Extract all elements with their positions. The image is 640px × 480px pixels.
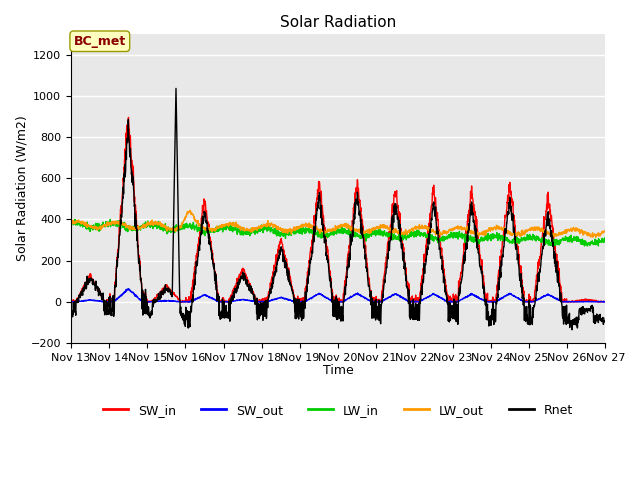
Line: LW_in: LW_in bbox=[71, 219, 605, 246]
LW_in bbox=[537, 237, 545, 243]
SW_in bbox=[368, 295, 376, 300]
LW_in bbox=[468, 234, 476, 240]
LW_in bbox=[601, 239, 609, 244]
SW_out bbox=[368, 299, 376, 304]
Rnet bbox=[537, 264, 545, 270]
LW_out bbox=[537, 228, 545, 234]
SW_in bbox=[601, 299, 609, 305]
Rnet bbox=[552, 263, 560, 268]
SW_in bbox=[537, 245, 545, 251]
Title: Solar Radiation: Solar Radiation bbox=[280, 15, 396, 30]
Line: SW_in: SW_in bbox=[71, 118, 605, 302]
SW_out bbox=[537, 295, 545, 301]
SW_out bbox=[124, 286, 132, 291]
SW_in bbox=[468, 195, 476, 201]
Line: Rnet: Rnet bbox=[71, 88, 605, 330]
LW_out bbox=[552, 231, 560, 237]
Line: LW_out: LW_out bbox=[71, 210, 605, 237]
Rnet bbox=[468, 204, 476, 210]
Rnet bbox=[311, 225, 319, 230]
Rnet bbox=[601, 319, 609, 325]
LW_out bbox=[592, 234, 600, 240]
LW_out bbox=[186, 207, 194, 213]
LW_out bbox=[602, 228, 609, 234]
SW_in bbox=[67, 299, 75, 305]
SW_out bbox=[67, 299, 75, 304]
Rnet bbox=[602, 315, 609, 321]
LW_in bbox=[106, 216, 114, 222]
SW_out bbox=[67, 299, 75, 305]
SW_out bbox=[468, 291, 476, 297]
Rnet bbox=[367, 302, 375, 308]
Y-axis label: Solar Radiation (W/m2): Solar Radiation (W/m2) bbox=[15, 116, 28, 261]
X-axis label: Time: Time bbox=[323, 364, 353, 377]
LW_out bbox=[601, 228, 609, 234]
LW_in bbox=[67, 221, 75, 227]
LW_in bbox=[367, 233, 375, 239]
SW_in bbox=[67, 299, 75, 304]
Text: BC_met: BC_met bbox=[74, 35, 126, 48]
SW_out bbox=[311, 293, 319, 299]
SW_out bbox=[552, 296, 560, 302]
SW_in bbox=[311, 217, 319, 223]
LW_out bbox=[311, 226, 319, 231]
Legend: SW_in, SW_out, LW_in, LW_out, Rnet: SW_in, SW_out, LW_in, LW_out, Rnet bbox=[98, 399, 578, 422]
SW_in bbox=[602, 299, 609, 305]
LW_in bbox=[311, 231, 319, 237]
SW_out bbox=[602, 299, 609, 305]
LW_in bbox=[552, 238, 560, 243]
LW_out bbox=[367, 228, 375, 234]
SW_in bbox=[125, 115, 132, 120]
LW_out bbox=[67, 219, 75, 225]
LW_in bbox=[602, 237, 609, 243]
SW_in bbox=[552, 260, 560, 266]
Line: SW_out: SW_out bbox=[71, 288, 605, 302]
Rnet bbox=[172, 85, 180, 91]
LW_out bbox=[468, 229, 476, 235]
Rnet bbox=[568, 327, 576, 333]
Rnet bbox=[67, 311, 75, 316]
LW_in bbox=[584, 243, 591, 249]
SW_out bbox=[601, 299, 609, 305]
